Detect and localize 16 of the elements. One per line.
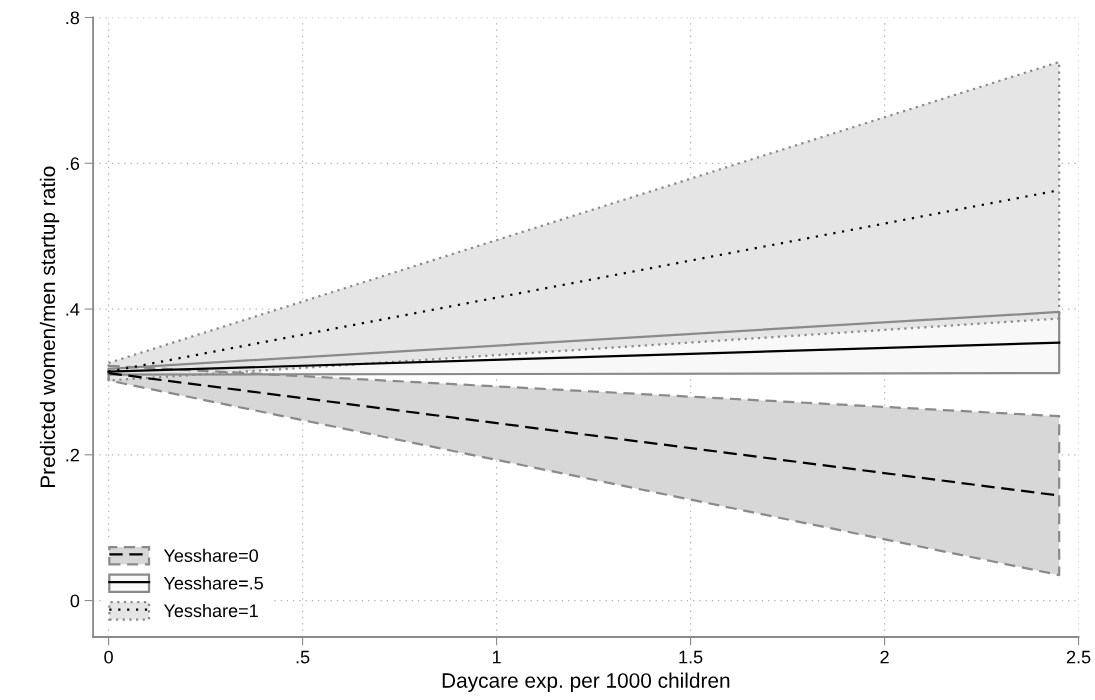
- x-tick-label: 1: [492, 650, 501, 664]
- x-axis-title: Daycare exp. per 1000 children: [442, 672, 730, 692]
- y-axis-title: Predicted women/men startup ratio: [39, 166, 60, 488]
- x-tick-label: 1.5: [679, 650, 703, 664]
- legend-label: Yesshare=.5: [163, 576, 263, 590]
- y-tick-label: 0: [70, 594, 80, 608]
- y-tick-label: .6: [66, 157, 80, 170]
- x-tick-label: .5: [296, 650, 310, 664]
- y-tick-label: .8: [66, 11, 80, 25]
- legend-label: Yesshare=0: [163, 548, 258, 563]
- legend-label: Yesshare=1: [163, 603, 258, 618]
- x-tick-label: 2.5: [1066, 650, 1091, 664]
- x-tick-label: 2: [880, 650, 889, 664]
- y-tick-label: .2: [66, 448, 79, 462]
- y-tick-label: .4: [66, 303, 80, 316]
- x-tick-label: 0: [104, 650, 113, 664]
